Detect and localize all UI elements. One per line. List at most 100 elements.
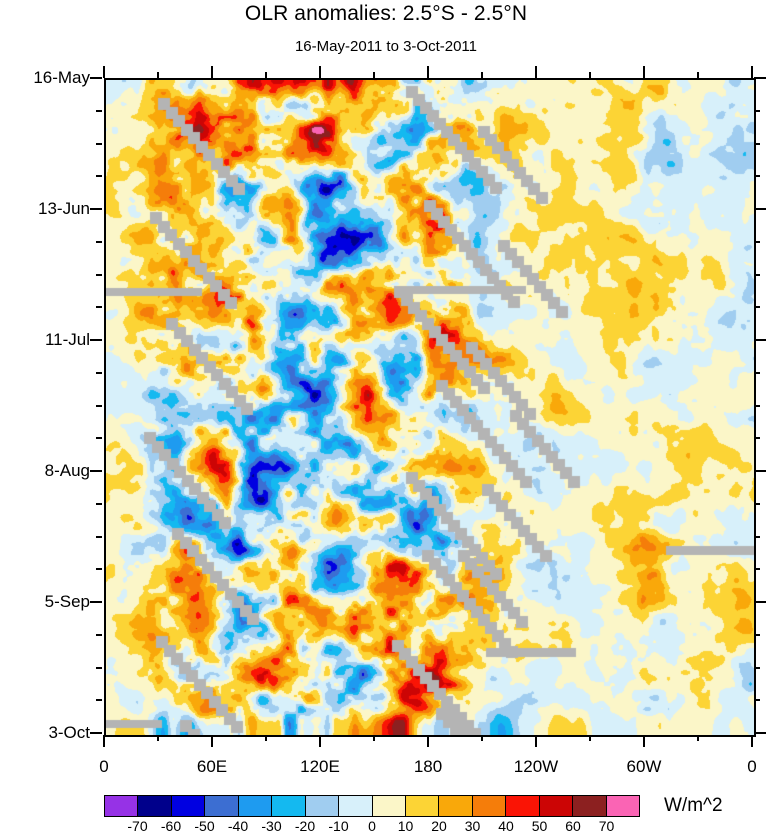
tick-mark [373, 735, 375, 741]
tick-mark [90, 208, 102, 210]
colorbar-tick-label: 60 [565, 818, 581, 834]
colorbar-tick-label: -40 [227, 818, 249, 834]
tick-mark [481, 735, 483, 741]
colorbar-swatch [205, 796, 239, 816]
tick-mark [265, 72, 267, 78]
tick-mark [427, 735, 429, 747]
tick-mark [211, 66, 213, 78]
colorbar-tick-label: 50 [531, 818, 548, 834]
tick-mark [103, 66, 105, 78]
x-axis-tick-label: 0 [747, 757, 757, 776]
tick-mark [754, 536, 760, 538]
colorbar-swatch [573, 796, 607, 816]
x-axis-tick-label: 120E [300, 757, 340, 776]
colorbar-swatch [405, 796, 440, 816]
tick-mark [754, 405, 760, 407]
x-axis-tick-label: 60E [196, 757, 228, 776]
tick-mark [90, 77, 102, 79]
tick-mark [96, 568, 102, 570]
colorbar-swatch [472, 796, 507, 816]
tick-mark [427, 66, 429, 78]
colorbar-swatch [506, 796, 540, 816]
tick-mark [754, 732, 766, 734]
colorbar-tick-label: 20 [431, 818, 447, 834]
tick-mark [96, 372, 102, 374]
tick-mark [96, 667, 102, 669]
tick-mark [754, 110, 760, 112]
tick-mark [754, 306, 760, 308]
tick-mark [754, 241, 760, 243]
tick-mark [96, 405, 102, 407]
tick-mark [373, 72, 375, 78]
colorbar-tick-label: -60 [160, 818, 182, 834]
colorbar-swatch [238, 796, 273, 816]
tick-mark [103, 735, 105, 747]
tick-mark [96, 503, 102, 505]
tick-mark [319, 735, 321, 747]
y-axis-tick-label: 5-Sep [44, 592, 90, 611]
x-axis-tick-label: 180 [413, 757, 443, 776]
colorbar [104, 795, 640, 817]
tick-mark [96, 699, 102, 701]
tick-mark [643, 66, 645, 78]
tick-mark [96, 110, 102, 112]
colorbar-swatch [105, 796, 139, 816]
tick-mark [90, 339, 102, 341]
y-axis-tick-label: 8-Aug [44, 461, 90, 480]
colorbar-tick-label: -20 [294, 818, 316, 834]
tick-mark [754, 175, 760, 177]
tick-mark [96, 175, 102, 177]
tick-mark [96, 274, 102, 276]
tick-mark [265, 735, 267, 741]
tick-mark [96, 437, 102, 439]
colorbar-swatch [272, 796, 306, 816]
tick-mark [589, 735, 591, 741]
x-axis-tick-label: 60W [626, 757, 662, 776]
tick-mark [589, 72, 591, 78]
colorbar-swatch [339, 796, 373, 816]
tick-mark [754, 470, 766, 472]
y-axis-labels: 16-May 13-Jun 11-Jul 8-Aug 5-Sep 3-Oct [0, 0, 90, 834]
tick-mark [697, 72, 699, 78]
tick-mark [754, 601, 766, 603]
colorbar-units-label: W/m^2 [664, 795, 723, 816]
tick-mark [754, 667, 760, 669]
colorbar-tick-label: -70 [127, 818, 148, 834]
tick-mark [535, 66, 537, 78]
tick-mark [754, 634, 760, 636]
colorbar-swatch [138, 796, 172, 816]
tick-mark [157, 72, 159, 78]
hovmoller-plot [104, 78, 756, 737]
tick-mark [697, 735, 699, 741]
colorbar-tick-label: 70 [598, 818, 615, 834]
colorbar-swatch [171, 796, 206, 816]
tick-mark [96, 143, 102, 145]
colorbar-tick-label: -30 [261, 818, 282, 834]
colorbar-tick-label: -50 [194, 818, 215, 834]
tick-mark [754, 568, 760, 570]
tick-mark [643, 735, 645, 747]
tick-mark [481, 72, 483, 78]
colorbar-swatch [539, 796, 574, 816]
olr-anomaly-field [106, 80, 754, 735]
tick-mark [96, 241, 102, 243]
x-axis-tick-label: 0 [99, 757, 109, 776]
tick-mark [754, 208, 766, 210]
y-axis-tick-label: 11-Jul [44, 330, 90, 349]
tick-mark [90, 470, 102, 472]
colorbar-swatch [606, 796, 639, 816]
tick-mark [754, 699, 760, 701]
chart-subtitle: 16-May-2011 to 3-Oct-2011 [294, 38, 478, 55]
y-axis-tick-label: 3-Oct [48, 723, 90, 742]
y-axis-tick-label: 16-May [33, 68, 90, 87]
x-axis-tick-label: 120W [513, 757, 559, 776]
colorbar-tick-label: 30 [464, 818, 481, 834]
tick-mark [751, 66, 753, 78]
y-axis-tick-label: 13-Jun [38, 199, 90, 218]
colorbar-swatch [439, 796, 473, 816]
tick-mark [96, 634, 102, 636]
colorbar-tick-label: 0 [368, 818, 376, 834]
colorbar-swatch [372, 796, 406, 816]
colorbar-tick-label: -10 [328, 818, 349, 834]
tick-mark [96, 306, 102, 308]
